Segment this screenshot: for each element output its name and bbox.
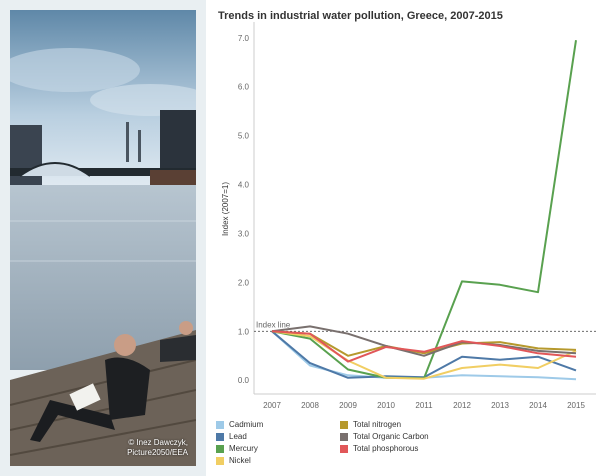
y-tick-label: 3.0 bbox=[238, 229, 250, 238]
photo-illustration bbox=[10, 10, 196, 466]
legend-swatch bbox=[216, 456, 224, 465]
legend-label: Total Organic Carbon bbox=[353, 432, 429, 441]
city-river-photo: © Inez Dawczyk, Picture2050/EEA bbox=[10, 10, 196, 466]
legend-item: Total phosphorous bbox=[340, 444, 418, 454]
x-tick-label: 2014 bbox=[529, 401, 547, 410]
legend-swatch bbox=[216, 432, 224, 441]
legend-item: Lead bbox=[216, 432, 247, 442]
y-tick-label: 7.0 bbox=[238, 34, 250, 43]
legend-swatch bbox=[340, 444, 348, 453]
photo-credit: © Inez Dawczyk, Picture2050/EEA bbox=[127, 438, 188, 457]
index-line-label: Index line bbox=[256, 320, 291, 329]
legend-label: Mercury bbox=[229, 444, 258, 453]
series-line-nickel bbox=[271, 330, 577, 380]
legend-swatch bbox=[216, 444, 224, 453]
legend-label: Total phosphorous bbox=[353, 444, 419, 453]
legend-item: Total Organic Carbon bbox=[340, 432, 429, 442]
x-tick-label: 2013 bbox=[491, 401, 509, 410]
x-tick-label: 2008 bbox=[301, 401, 319, 410]
x-tick-label: 2009 bbox=[339, 401, 357, 410]
legend-item: Mercury bbox=[216, 444, 258, 454]
legend-item: Nickel bbox=[216, 456, 251, 466]
y-tick-label: 1.0 bbox=[238, 327, 250, 336]
series-line-total-phosphorous bbox=[271, 330, 577, 363]
legend-item: Total nitrogen bbox=[340, 420, 401, 430]
legend-label: Total nitrogen bbox=[353, 420, 402, 429]
x-tick-label: 2010 bbox=[377, 401, 395, 410]
x-tick-label: 2011 bbox=[415, 401, 433, 410]
legend-label: Cadmium bbox=[229, 420, 264, 429]
legend-item: Cadmium bbox=[216, 420, 263, 430]
y-tick-label: 5.0 bbox=[238, 132, 250, 141]
x-tick-label: 2012 bbox=[453, 401, 471, 410]
legend-swatch bbox=[216, 420, 224, 429]
x-tick-label: 2007 bbox=[263, 401, 281, 410]
series-line-total-nitrogen bbox=[271, 330, 577, 357]
legend-label: Lead bbox=[229, 432, 247, 441]
legend-swatch bbox=[340, 432, 348, 441]
y-tick-label: 0.0 bbox=[238, 376, 250, 385]
line-chart: 0.0 1.0 2.0 3.0 4.0 5.0 6.0 7.0 2007 2008 2009 2010… bbox=[221, 22, 596, 410]
legend-swatch bbox=[340, 420, 348, 429]
photo-panel: © Inez Dawczyk, Picture2050/EEA bbox=[0, 0, 206, 476]
y-tick-label: 2.0 bbox=[238, 278, 250, 287]
x-tick-label: 2015 bbox=[567, 401, 585, 410]
legend-label: Nickel bbox=[229, 456, 251, 465]
series-line-total-organic-carbon bbox=[271, 325, 577, 357]
y-tick-label: 6.0 bbox=[238, 83, 250, 92]
y-tick-label: 4.0 bbox=[238, 181, 250, 190]
y-axis-label: Index (2007=1) bbox=[221, 182, 230, 236]
chart-title: Trends in industrial water pollution, Gr… bbox=[218, 10, 503, 22]
chart-legend: Cadmium Lead Mercury Nickel Total nitrogen To… bbox=[216, 420, 596, 472]
